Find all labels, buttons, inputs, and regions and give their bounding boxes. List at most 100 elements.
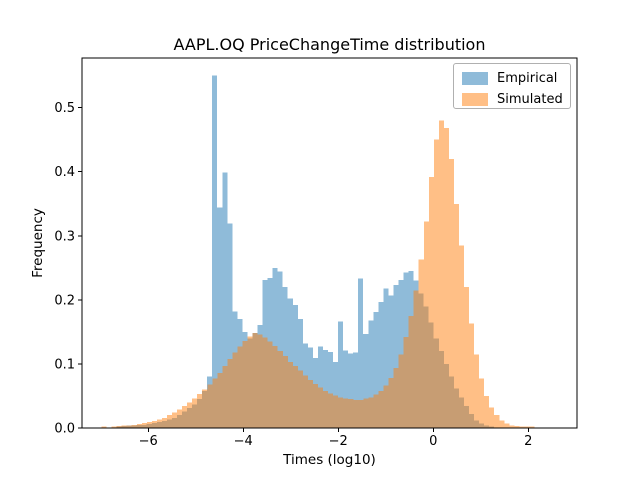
bar-empirical	[353, 352, 359, 428]
bar-empirical	[222, 172, 228, 428]
legend: Empirical Simulated	[453, 63, 571, 109]
legend-entry-simulated: Simulated	[462, 90, 563, 109]
bar-simulated	[318, 387, 324, 428]
bar-simulated	[237, 346, 243, 428]
x-tick-label: −4	[234, 434, 253, 449]
bar-simulated	[509, 425, 515, 428]
bar-simulated	[116, 426, 122, 428]
bar-simulated	[328, 393, 334, 428]
bar-simulated	[182, 406, 188, 428]
bar-simulated	[323, 390, 329, 428]
bar-simulated	[136, 424, 142, 428]
bar-simulated	[177, 409, 183, 428]
bar-simulated	[348, 399, 354, 428]
y-axis-label: Frequency	[30, 208, 46, 278]
bar-simulated	[156, 419, 162, 428]
bar-simulated	[358, 399, 364, 428]
bar-simulated	[257, 334, 263, 428]
y-tick-label: 0.3	[54, 229, 75, 244]
bar-empirical	[212, 75, 218, 429]
bar-simulated	[277, 351, 283, 428]
bar-simulated	[227, 358, 233, 428]
bar-simulated	[126, 425, 132, 428]
bar-simulated	[469, 323, 475, 428]
bar-simulated	[202, 389, 208, 428]
bar-simulated	[418, 259, 424, 428]
bar-empirical	[333, 362, 339, 428]
bar-simulated	[388, 378, 394, 428]
bar-simulated	[151, 420, 157, 428]
legend-entry-empirical: Empirical	[462, 69, 562, 88]
bar-empirical	[343, 350, 349, 428]
bar-empirical	[398, 280, 404, 428]
bar-simulated	[192, 398, 198, 428]
bar-simulated	[146, 422, 152, 428]
bar-simulated	[438, 120, 444, 429]
bar-simulated	[222, 365, 228, 428]
bar-simulated	[423, 221, 429, 428]
x-tick-label: −6	[139, 434, 158, 449]
bar-empirical	[393, 285, 399, 428]
y-tick-label: 0.1	[54, 357, 75, 372]
y-tick-label: 0.4	[54, 165, 75, 180]
bar-empirical	[383, 288, 389, 428]
bar-empirical	[378, 301, 384, 428]
bar-simulated	[207, 384, 213, 428]
bar-simulated	[474, 354, 480, 428]
bar-simulated	[343, 398, 349, 428]
bar-simulated	[172, 412, 178, 428]
x-tick-label: −2	[329, 434, 348, 449]
bar-empirical	[322, 349, 328, 428]
bar-simulated	[524, 426, 530, 428]
bar-empirical	[227, 223, 233, 428]
bar-empirical	[373, 312, 379, 428]
empirical-swatch	[462, 72, 488, 85]
bar-simulated	[141, 422, 147, 428]
bar-simulated	[242, 340, 248, 428]
bar-simulated	[292, 365, 298, 428]
bar-simulated	[443, 128, 449, 428]
bar-empirical	[363, 333, 369, 428]
bar-simulated	[212, 378, 218, 428]
bar-simulated	[499, 420, 505, 428]
axes-frame	[81, 57, 578, 429]
x-tick-label: 0	[429, 434, 437, 449]
bar-simulated	[484, 395, 490, 428]
bar-simulated	[448, 158, 454, 428]
bar-empirical	[358, 278, 364, 428]
simulated-series	[96, 120, 555, 429]
y-tick-label: 0.0	[54, 422, 75, 437]
bar-simulated	[489, 407, 495, 428]
bar-simulated	[297, 370, 303, 428]
bar-simulated	[312, 383, 319, 428]
bar-simulated	[187, 402, 193, 428]
bar-simulated	[393, 367, 399, 428]
y-tick-label: 0.2	[54, 293, 75, 308]
bar-simulated	[272, 345, 278, 428]
x-axis-label: Times (log10)	[283, 452, 376, 468]
bar-simulated	[121, 425, 127, 428]
bar-simulated	[363, 398, 369, 428]
bar-simulated	[338, 397, 344, 428]
bar-simulated	[479, 378, 485, 428]
bar-simulated	[368, 397, 374, 428]
bar-simulated	[494, 415, 500, 428]
bar-simulated	[383, 385, 389, 428]
bar-simulated	[302, 375, 308, 428]
bar-simulated	[101, 426, 107, 428]
bar-simulated	[131, 424, 137, 428]
bar-simulated	[373, 394, 379, 428]
simulated-swatch	[462, 93, 488, 106]
bar-simulated	[353, 399, 359, 428]
bar-empirical	[327, 351, 334, 428]
bar-simulated	[459, 245, 465, 428]
bar-simulated	[403, 337, 409, 428]
bar-simulated	[433, 139, 439, 428]
bar-simulated	[333, 395, 339, 428]
bar-simulated	[529, 426, 535, 428]
bar-simulated	[161, 417, 167, 428]
bar-simulated	[453, 203, 459, 428]
bar-simulated	[408, 315, 414, 428]
bar-simulated	[464, 287, 470, 428]
